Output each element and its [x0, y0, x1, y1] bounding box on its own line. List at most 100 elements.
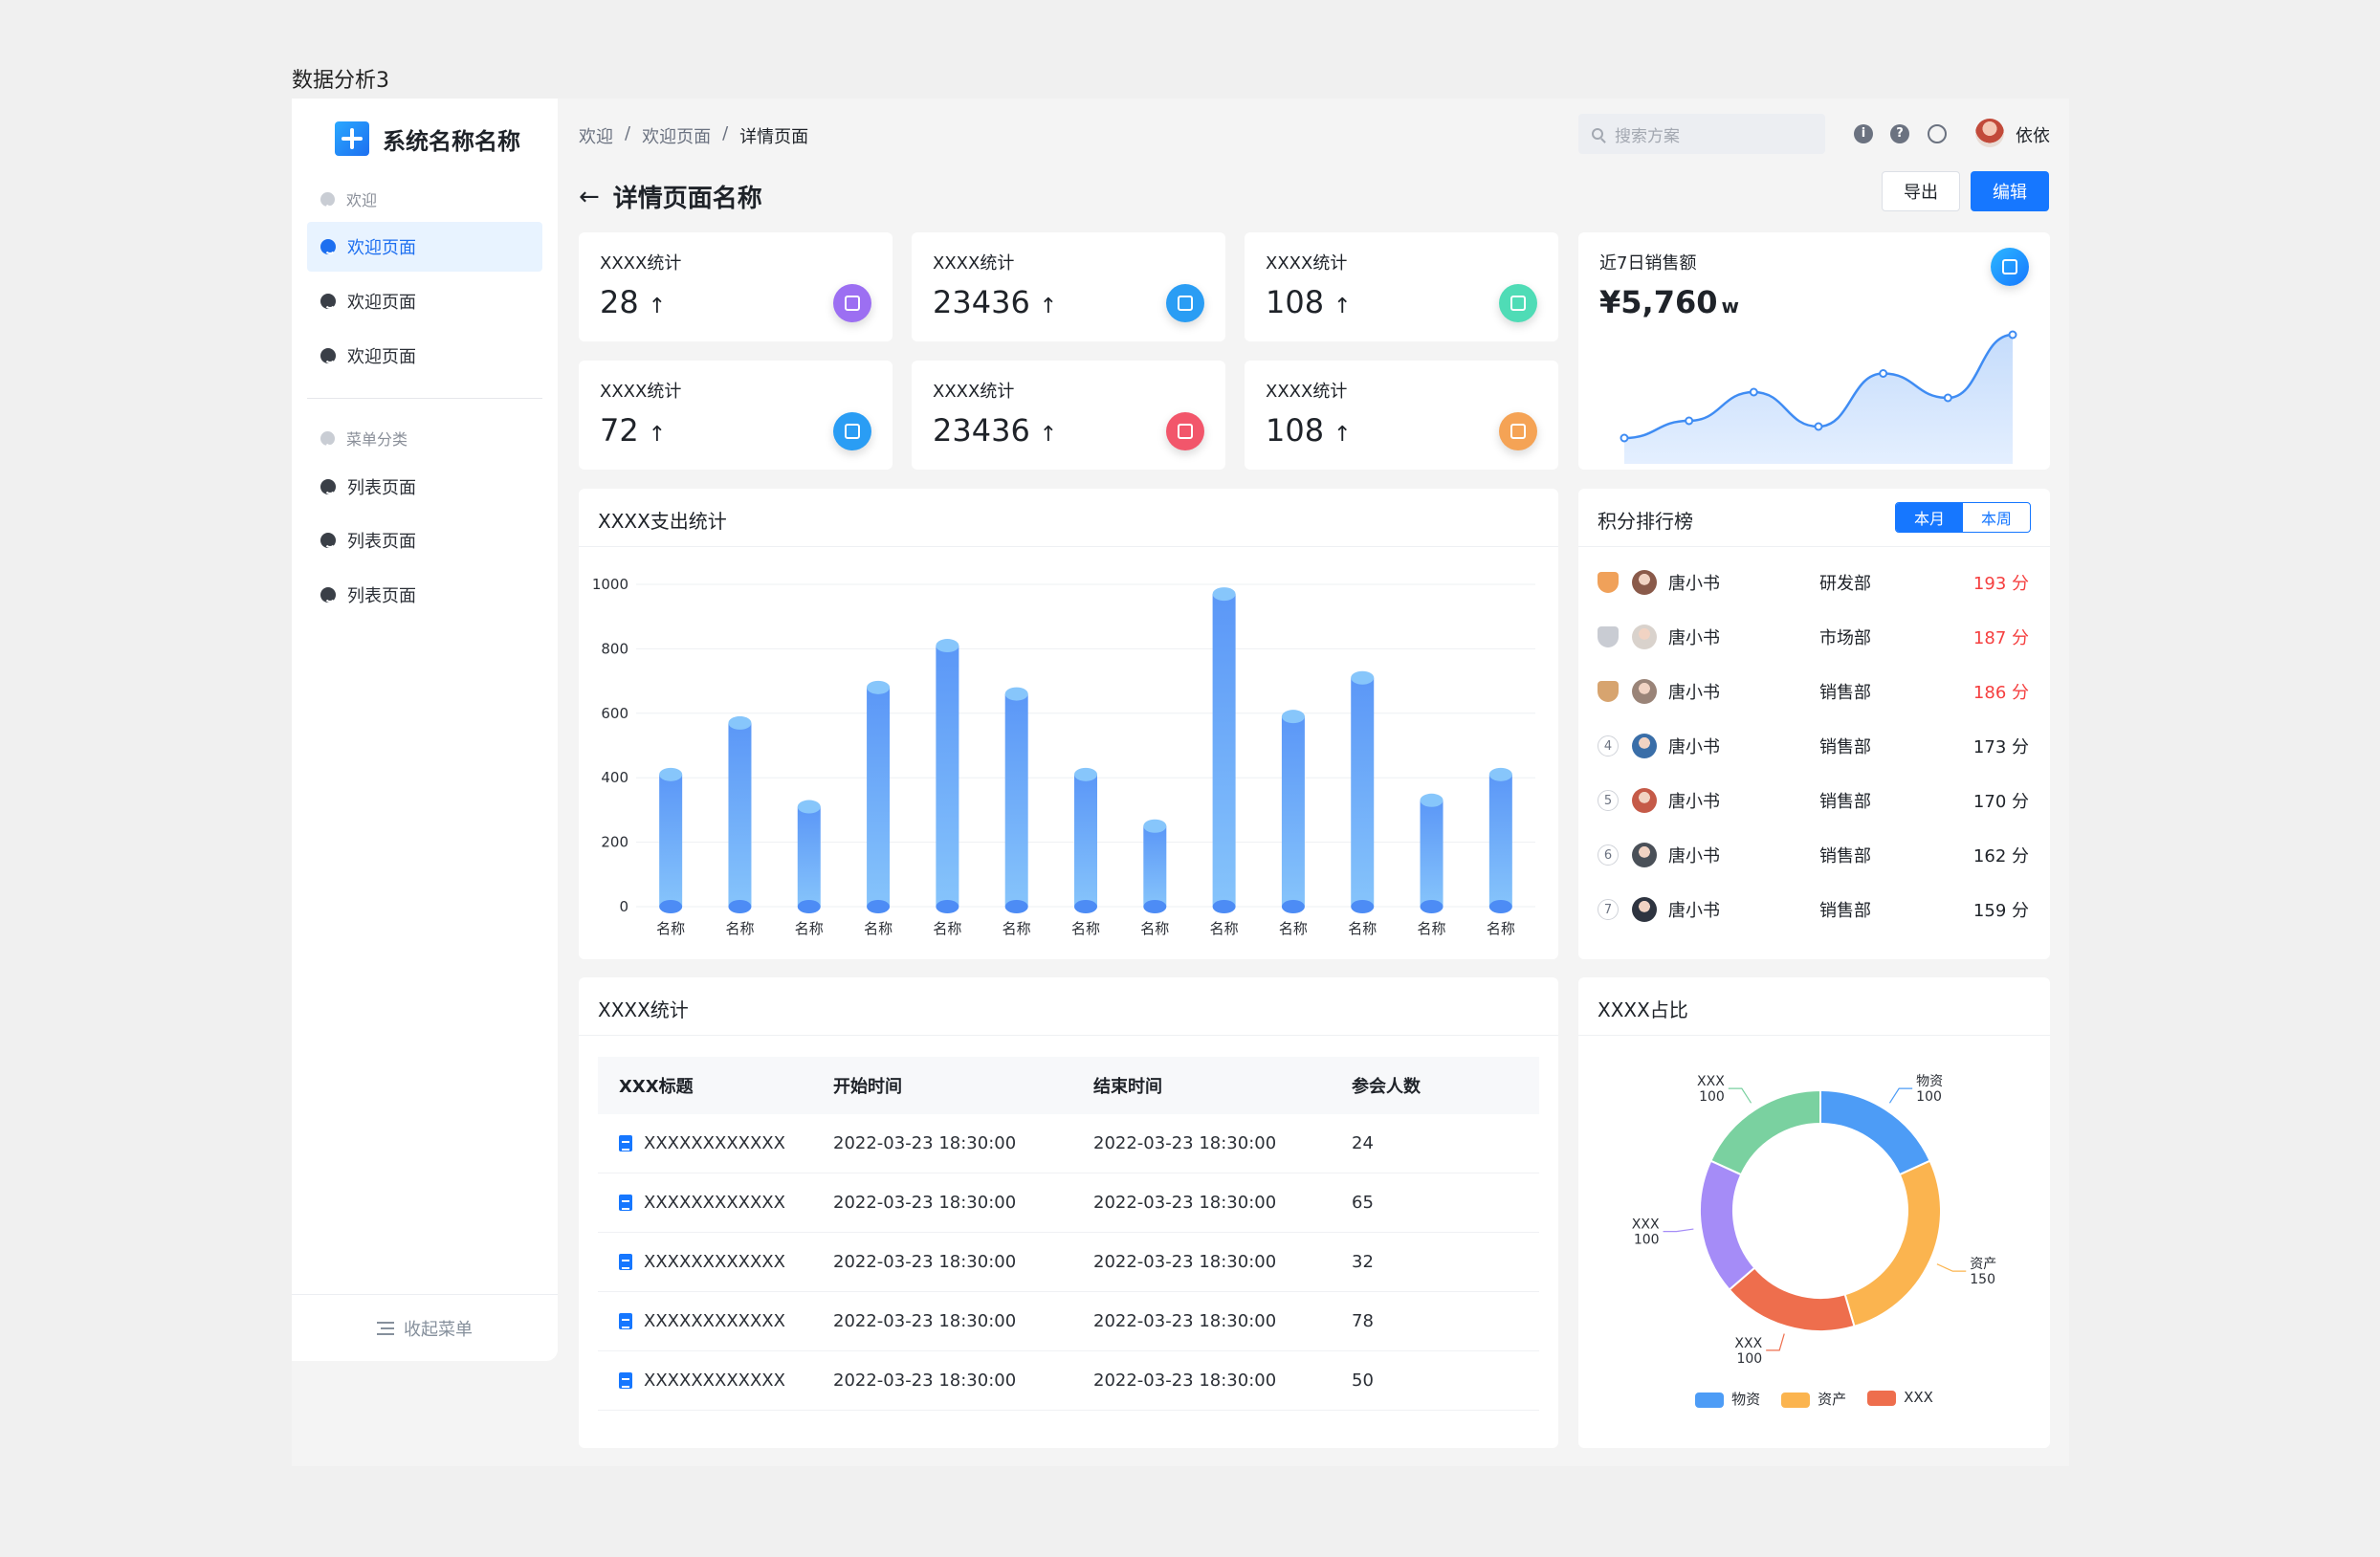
sales-unit: w [1721, 295, 1739, 318]
avatar [1632, 625, 1657, 649]
slice-label-value: 100 [1916, 1089, 1942, 1105]
tab-week[interactable]: 本周 [1980, 510, 2012, 528]
stat-value: 72 ↑ [600, 412, 666, 449]
expense-chart-title: XXXX支出统计 [598, 510, 727, 533]
ranking-row[interactable]: 唐小书 研发部 193 分 [1598, 563, 2029, 602]
stat-label: XXXX统计 [600, 382, 682, 402]
table-cell-title: XXXXXXXXXXXX [598, 1193, 833, 1213]
avatar [1632, 734, 1657, 758]
ranking-row[interactable]: 唐小书 市场部 187 分 [1598, 618, 2029, 656]
stat-icon [1499, 284, 1537, 322]
stats-table-card: XXXX统计 XXX标题 开始时间 结束时间 参会人数 XXXXXXXXXXXX… [579, 977, 1558, 1448]
github-icon[interactable] [1928, 124, 1947, 143]
menu-fold-icon [377, 1321, 394, 1335]
ranking-score: 162 分 [1972, 846, 2029, 866]
column-header[interactable]: XXX标题 [619, 1077, 694, 1097]
avatar [1632, 843, 1657, 867]
slice-label-value: 100 [1736, 1351, 1762, 1367]
table-row[interactable]: XXXXXXXXXXXX 2022-03-23 18:30:00 2022-03… [598, 1173, 1539, 1233]
ranking-row[interactable]: 7 唐小书 销售部 159 分 [1598, 890, 2029, 929]
smile-icon [320, 191, 336, 208]
export-button[interactable]: 导出 [1882, 171, 1960, 211]
sidebar-item-list-1[interactable]: 列表页面 [307, 462, 542, 512]
table-row[interactable]: XXXXXXXXXXXX 2022-03-23 18:30:00 2022-03… [598, 1351, 1539, 1411]
stat-icon [833, 412, 871, 450]
legend-item[interactable]: 资产 [1781, 1389, 1846, 1409]
stat-card: XXXX统计 23436 ↑ [912, 232, 1225, 341]
donut-slice [1709, 1088, 1821, 1176]
medal-icon [1598, 681, 1619, 702]
column-header[interactable]: 开始时间 [833, 1077, 902, 1097]
sales-card: 近7日销售额 ¥5,760 w [1578, 232, 2050, 470]
sidebar-item-list-2[interactable]: 列表页面 [307, 515, 542, 565]
sales-point [1814, 422, 1823, 431]
avatar [1632, 897, 1657, 922]
x-tick-label: 名称 [1348, 920, 1377, 937]
back-arrow-icon[interactable]: ← [579, 182, 600, 211]
ranking-name: 唐小书 [1668, 683, 1720, 703]
sidebar-item-welcome-2[interactable]: 欢迎页面 [307, 276, 542, 326]
table-row[interactable]: XXXXXXXXXXXX 2022-03-23 18:30:00 2022-03… [598, 1114, 1539, 1173]
search-input[interactable]: 搜索方案 [1578, 114, 1825, 154]
bar-base [1351, 900, 1375, 913]
chrome-icon [320, 479, 336, 494]
sidebar-item-welcome-3[interactable]: 欢迎页面 [307, 331, 542, 381]
bar [1281, 716, 1305, 907]
legend-swatch [1781, 1392, 1811, 1408]
stat-number: 108 [1266, 412, 1325, 449]
edit-button[interactable]: 编辑 [1971, 171, 2049, 211]
column-header[interactable]: 结束时间 [1093, 1077, 1162, 1097]
nav-group-menu[interactable]: 菜单分类 [320, 427, 408, 450]
x-tick-label: 名称 [725, 920, 754, 937]
nav-group-welcome[interactable]: 欢迎 [320, 187, 377, 210]
breadcrumb-item[interactable]: 欢迎 [579, 127, 613, 147]
bar-base [1488, 900, 1512, 913]
ranking-row[interactable]: 5 唐小书 销售部 170 分 [1598, 781, 2029, 820]
tab-month[interactable]: 本月 [1896, 503, 1963, 532]
ranking-score: 159 分 [1972, 901, 2029, 921]
ranking-row[interactable]: 6 唐小书 销售部 162 分 [1598, 836, 2029, 874]
bar [1004, 693, 1028, 907]
ranking-dept: 市场部 [1819, 628, 1871, 648]
arrow-up-icon: ↑ [1039, 295, 1058, 318]
document-icon [619, 1135, 632, 1151]
legend-label: 资产 [1818, 1391, 1847, 1408]
table-cell-count: 50 [1352, 1371, 1374, 1391]
info-icon[interactable]: i [1854, 124, 1873, 143]
ranking-row[interactable]: 唐小书 销售部 186 分 [1598, 672, 2029, 711]
label-line [1728, 1087, 1752, 1104]
collapse-menu-button[interactable]: 收起菜单 [292, 1294, 558, 1361]
logo[interactable]: 系统名称名称 [335, 118, 520, 160]
table-row[interactable]: XXXXXXXXXXXX 2022-03-23 18:30:00 2022-03… [598, 1233, 1539, 1292]
sidebar-item-list-3[interactable]: 列表页面 [307, 570, 542, 620]
column-header[interactable]: 参会人数 [1352, 1077, 1421, 1097]
ranking-row[interactable]: 4 唐小书 销售部 173 分 [1598, 727, 2029, 765]
legend-swatch [1867, 1390, 1897, 1406]
x-tick-label: 名称 [1279, 920, 1308, 937]
legend-swatch [1695, 1392, 1725, 1408]
legend-item[interactable]: 物资 [1695, 1389, 1760, 1409]
table-row[interactable]: XXXXXXXXXXXX 2022-03-23 18:30:00 2022-03… [598, 1292, 1539, 1351]
table-header: XXX标题 开始时间 结束时间 参会人数 [598, 1057, 1539, 1114]
ranking-tabs: 本月 本周 [1895, 502, 2031, 533]
sales-point [2008, 330, 2017, 340]
nav-divider [307, 398, 542, 399]
x-tick-label: 名称 [1003, 920, 1031, 937]
medal-icon [1598, 572, 1619, 593]
bar-base [1212, 900, 1236, 913]
help-icon[interactable]: ? [1890, 124, 1909, 143]
bar [728, 722, 752, 907]
bar-base [936, 900, 959, 913]
table-cell-count: 65 [1352, 1193, 1374, 1213]
label-line [1766, 1333, 1785, 1351]
sidebar-item-welcome-1[interactable]: 欢迎页面 [307, 222, 542, 272]
table-cell-count: 24 [1352, 1133, 1374, 1153]
table-cell-title: XXXXXXXXXXXX [598, 1133, 833, 1153]
user-name[interactable]: 依依 [2016, 126, 2050, 146]
sales-amount: ¥5,760 [1599, 284, 1718, 320]
breadcrumb-item[interactable]: 欢迎页面 [642, 127, 712, 147]
chrome-icon [320, 430, 336, 447]
breadcrumb-separator: / [625, 123, 631, 143]
legend-item[interactable]: XXX [1867, 1389, 1933, 1409]
avatar[interactable] [1975, 119, 2004, 147]
